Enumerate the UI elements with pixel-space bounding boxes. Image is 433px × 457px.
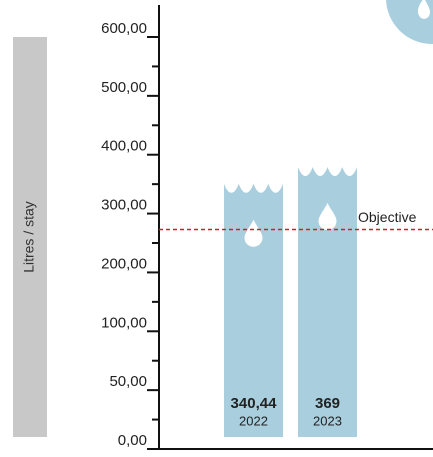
y-axis-label: Litres / stay <box>21 201 37 273</box>
bar <box>298 166 357 437</box>
x-tick-label: 2022 <box>239 413 268 428</box>
y-tick-label: 0,00 <box>118 432 147 449</box>
x-tick-label: 2023 <box>313 413 342 428</box>
value-label: 369 <box>315 395 340 412</box>
y-tick-label: 50,00 <box>109 373 147 390</box>
water-drop <box>244 219 263 247</box>
y-label-box <box>13 37 47 437</box>
objective-label: Objective <box>358 209 417 225</box>
y-tick-label: 500,00 <box>101 79 147 96</box>
y-tick-label: 400,00 <box>101 138 147 155</box>
value-label: 340,44 <box>231 395 278 412</box>
decor-drop <box>417 0 430 19</box>
bar <box>224 183 283 437</box>
y-tick-label: 600,00 <box>101 20 147 37</box>
y-tick-label: 100,00 <box>101 314 147 331</box>
water-drop <box>318 202 337 230</box>
y-tick-label: 300,00 <box>101 197 147 214</box>
y-tick-label: 200,00 <box>101 255 147 272</box>
